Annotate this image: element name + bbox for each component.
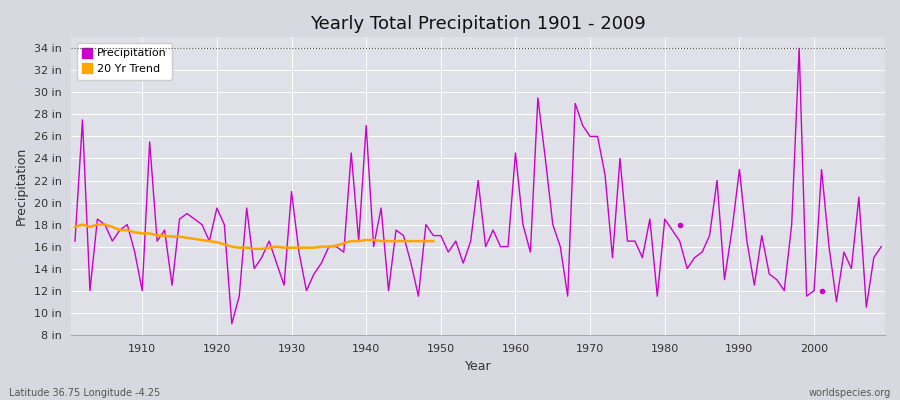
Text: Latitude 36.75 Longitude -4.25: Latitude 36.75 Longitude -4.25 bbox=[9, 388, 160, 398]
Y-axis label: Precipitation: Precipitation bbox=[15, 147, 28, 225]
Legend: Precipitation, 20 Yr Trend: Precipitation, 20 Yr Trend bbox=[76, 43, 172, 80]
Title: Yearly Total Precipitation 1901 - 2009: Yearly Total Precipitation 1901 - 2009 bbox=[310, 15, 646, 33]
X-axis label: Year: Year bbox=[464, 360, 491, 373]
Text: worldspecies.org: worldspecies.org bbox=[809, 388, 891, 398]
